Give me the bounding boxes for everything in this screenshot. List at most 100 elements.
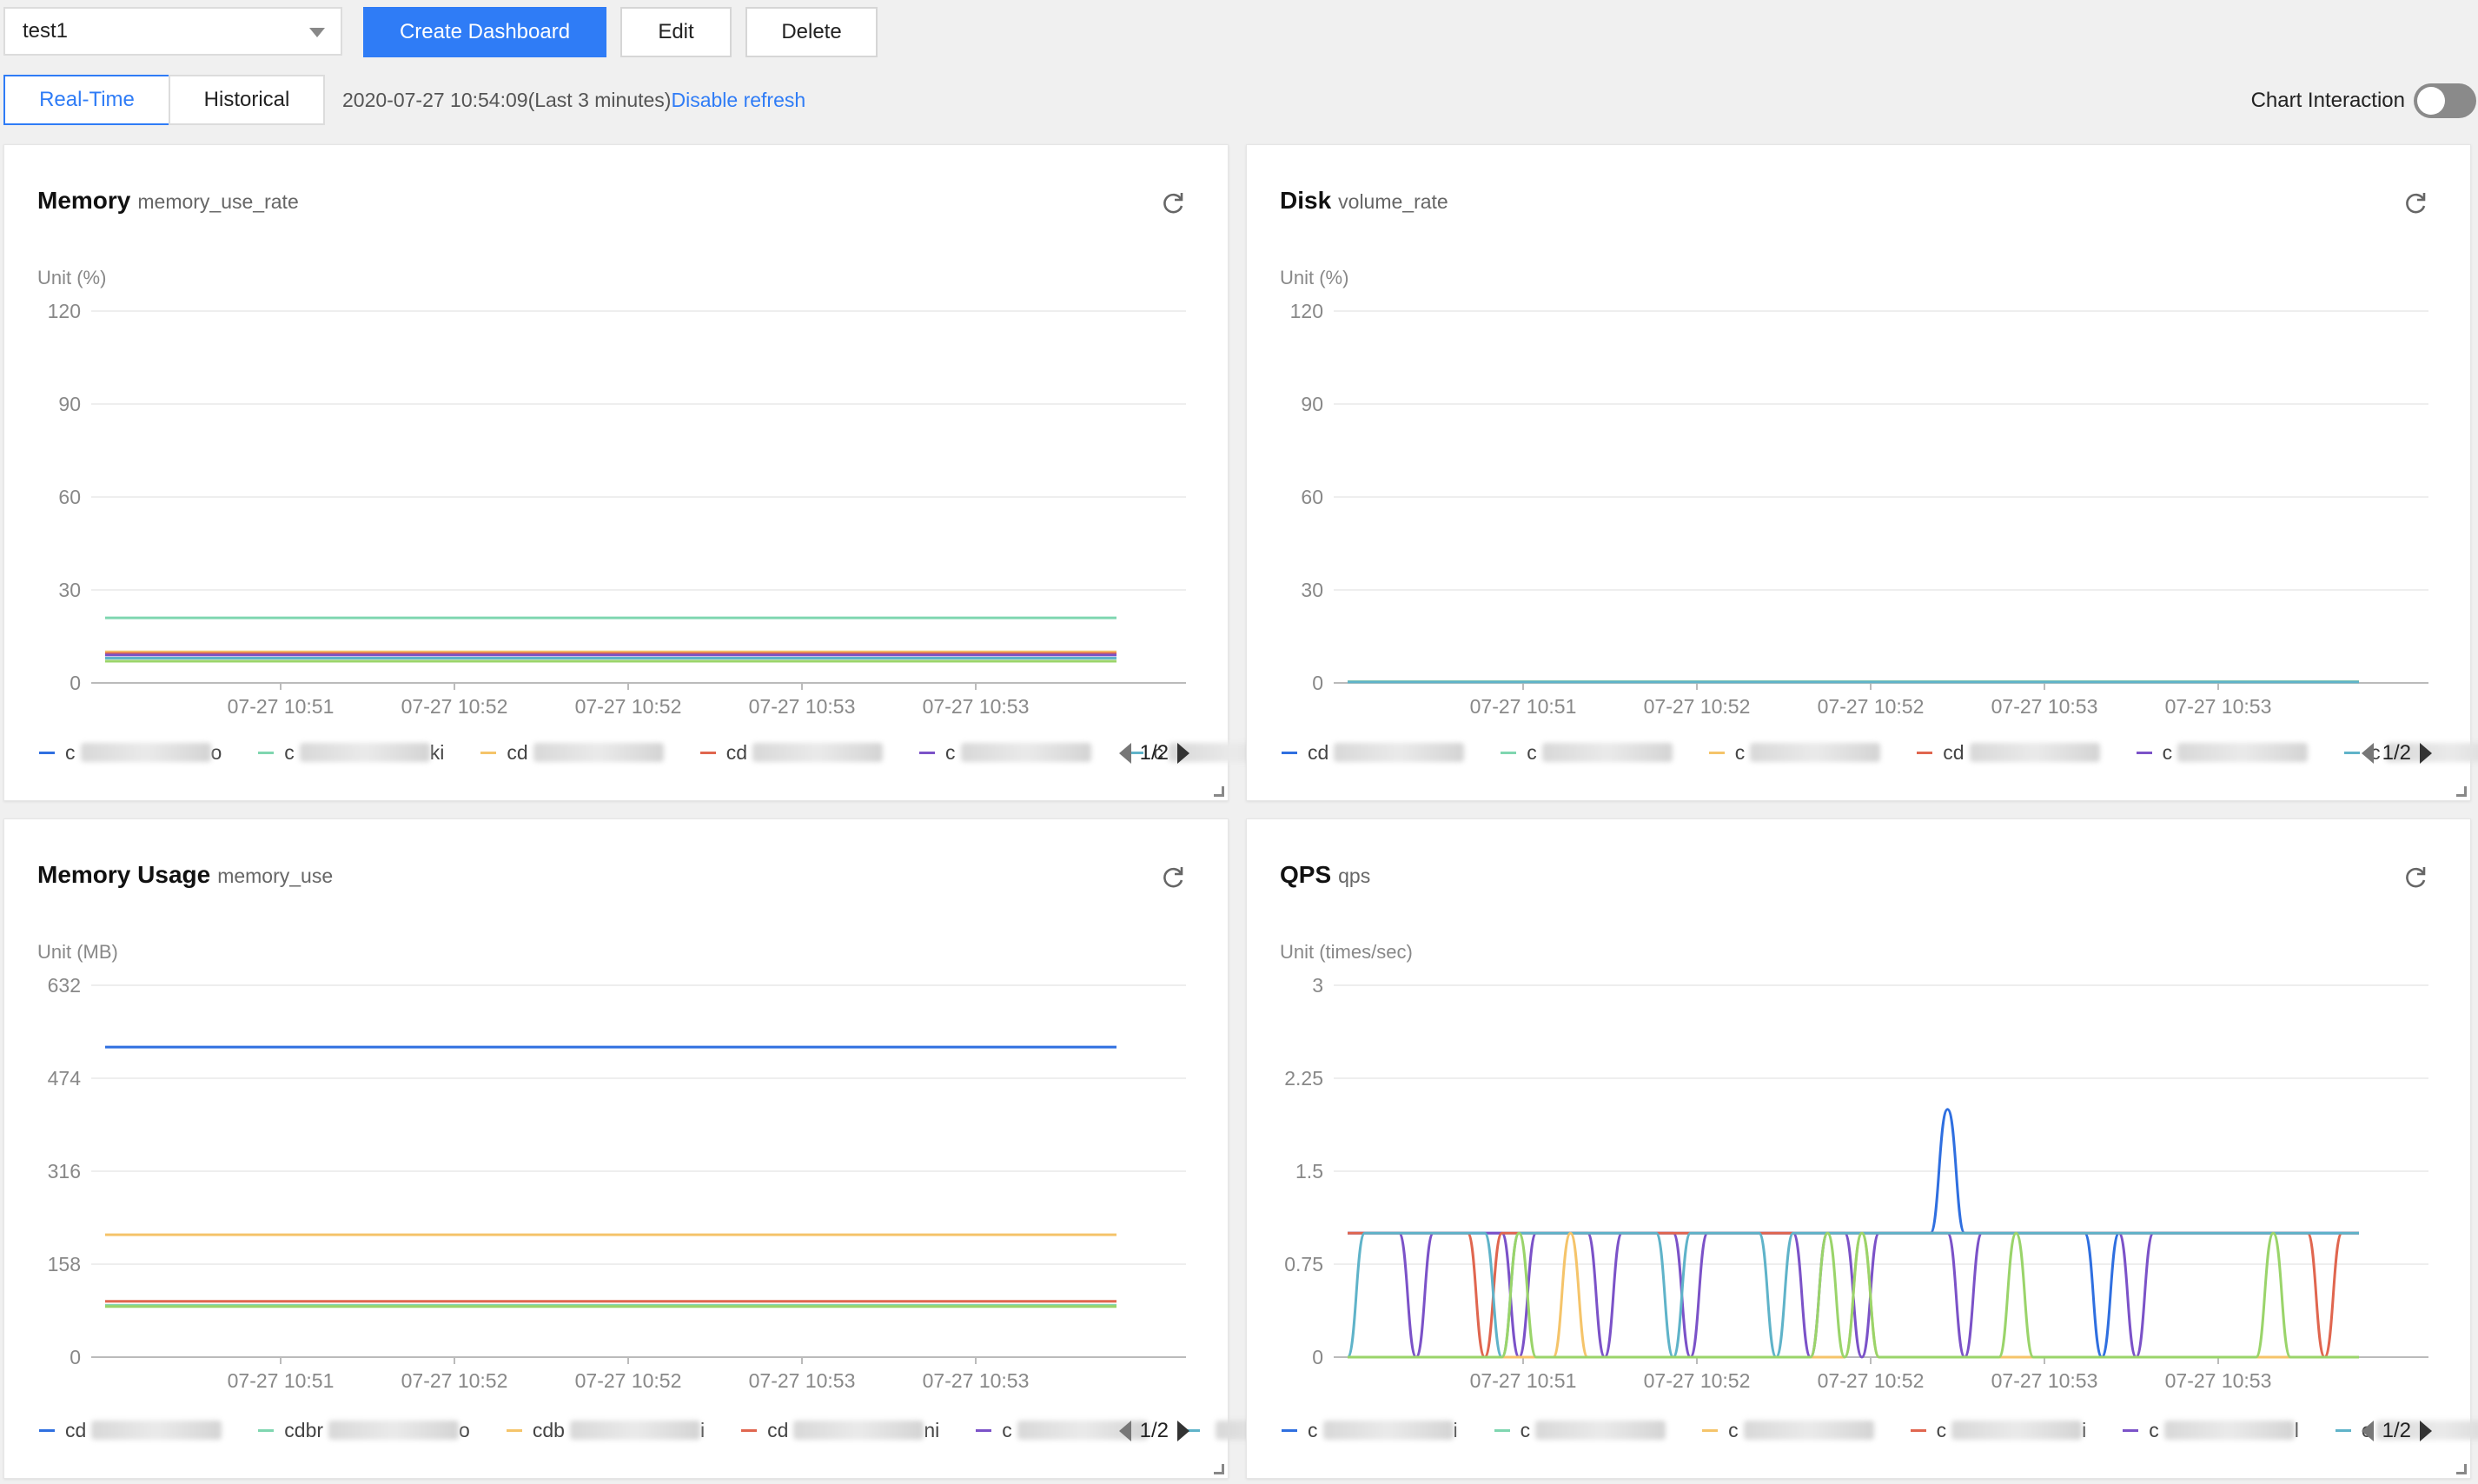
legend-item[interactable]: cd [1282,740,1465,765]
disable-refresh-link[interactable]: Disable refresh [671,89,806,111]
panel-title: Memory memory_use_rate [37,187,299,215]
legend-prefix: c [1520,1418,1531,1441]
pager-next-icon[interactable] [1177,743,1189,764]
pager-next-icon[interactable] [1177,1421,1189,1441]
legend-redacted-text [752,743,884,762]
pager-prev-icon[interactable] [2361,1421,2374,1441]
x-tick-label: 07-27 10:52 [1644,695,1751,718]
pager-label: 1/2 [1139,1419,1169,1442]
chart-interaction-toggle[interactable] [2414,83,2476,118]
legend-item[interactable]: cd [39,1419,222,1442]
legend-redacted-text [960,743,1091,762]
legend-prefix: c [1734,740,1746,764]
legend-swatch [976,1428,992,1432]
pager-next-icon[interactable] [2420,1421,2432,1441]
legend-prefix: c [2149,1418,2159,1441]
pager-prev-icon[interactable] [1118,1421,1131,1441]
legend-swatch [741,1428,758,1432]
legend-swatch [919,751,936,754]
panel-metric-name: memory_use [217,865,334,887]
legend-item[interactable]: c [919,741,1091,765]
dashboard-select[interactable]: test1 [3,7,342,56]
legend-prefix: cd [1308,740,1329,764]
x-tick-label: 07-27 10:53 [2165,695,2272,718]
refresh-icon[interactable] [1160,190,1186,216]
create-dashboard-button[interactable]: Create Dashboard [363,7,606,57]
refresh-timestamp: 2020-07-27 10:54:09(Last 3 minutes) [342,89,672,111]
chart-legend: c o c ki cd cd c c [39,739,1335,765]
x-tick-label: 07-27 10:52 [575,695,682,718]
legend-item[interactable]: c [2136,741,2309,765]
resize-handle-icon[interactable] [1214,1464,1224,1474]
x-tick-label: 07-27 10:53 [749,695,856,718]
legend-item[interactable]: c [1494,1419,1666,1442]
unit-label: Unit (times/sec) [1280,941,1413,963]
legend-item[interactable]: c [1702,1419,1874,1442]
delete-button[interactable]: Delete [745,7,878,57]
legend-pager: 1/2 [1118,1419,1189,1443]
legend-swatch [2123,1428,2139,1432]
legend-prefix: cd [65,1418,87,1441]
legend-item[interactable]: cdbr o [258,1419,470,1442]
legend-item[interactable]: cd [480,741,664,765]
legend-prefix: c [1308,1418,1318,1441]
resize-handle-icon[interactable] [1214,786,1224,797]
legend-suffix: o [210,740,222,764]
tab-real-time[interactable]: Real-Time [3,75,170,125]
y-tick-label: 316 [48,1160,81,1183]
panel-title: Memory Usage memory_use [37,861,333,889]
refresh-info: 2020-07-27 10:54:09(Last 3 minutes)Disab… [342,89,805,112]
tab-historical[interactable]: Historical [169,75,325,125]
y-tick-label: 60 [58,486,81,508]
legend-item[interactable]: c ki [258,741,444,765]
x-tick-label: 07-27 10:51 [1470,695,1577,718]
line-chart: 0 158 316 474 632 07-27 10:51 07-27 10:52 07-27… [48,974,1186,1392]
legend-swatch [1702,1428,1719,1432]
panel-title-name: Memory [37,187,131,214]
refresh-icon[interactable] [2402,865,2428,891]
refresh-icon[interactable] [1160,865,1186,891]
legend-pager: 1/2 [2361,741,2432,765]
legend-prefix: c [2370,740,2381,764]
legend-redacted-text [1017,1421,1148,1440]
x-tick-label: 07-27 10:51 [1470,1369,1577,1392]
panel-title-name: Disk [1280,187,1332,214]
legend-redacted-text [569,1421,700,1440]
legend-item[interactable]: c [1708,740,1881,765]
chart-interaction-label: Chart Interaction [2250,89,2405,112]
legend-swatch [1708,751,1725,754]
x-tick-label: 07-27 10:53 [923,1369,1030,1392]
pager-prev-icon[interactable] [2361,743,2374,764]
legend-prefix: c [65,740,76,764]
unit-label: Unit (%) [1280,267,1349,288]
y-tick-label: 2.25 [1284,1067,1323,1090]
y-tick-label: 0 [1312,672,1323,694]
pager-next-icon[interactable] [2420,743,2432,764]
legend-item[interactable]: cd ni [741,1419,939,1442]
legend-swatch [2136,751,2152,754]
legend-prefix: c [1527,740,1537,764]
x-tick-label: 07-27 10:51 [228,1369,335,1392]
legend-item[interactable]: c [1501,741,1673,765]
legend-item[interactable]: c [976,1419,1148,1442]
legend-swatch [1917,751,1933,754]
edit-button[interactable]: Edit [620,7,732,57]
legend-swatch [2335,1428,2351,1432]
legend-swatch [258,751,275,754]
x-tick-label: 07-27 10:52 [1818,1369,1925,1392]
x-tick-label: 07-27 10:53 [923,695,1030,718]
legend-item[interactable]: cdb i [506,1419,705,1442]
resize-handle-icon[interactable] [2456,786,2467,797]
legend-item[interactable]: cd [1917,741,2100,765]
legend-item[interactable]: cd [699,741,884,765]
resize-handle-icon[interactable] [2456,1464,2467,1474]
legend-swatch [1127,751,1143,754]
panel-metric-name: memory_use_rate [137,190,299,213]
pager-prev-icon[interactable] [1118,743,1131,764]
refresh-icon[interactable] [2402,190,2428,216]
